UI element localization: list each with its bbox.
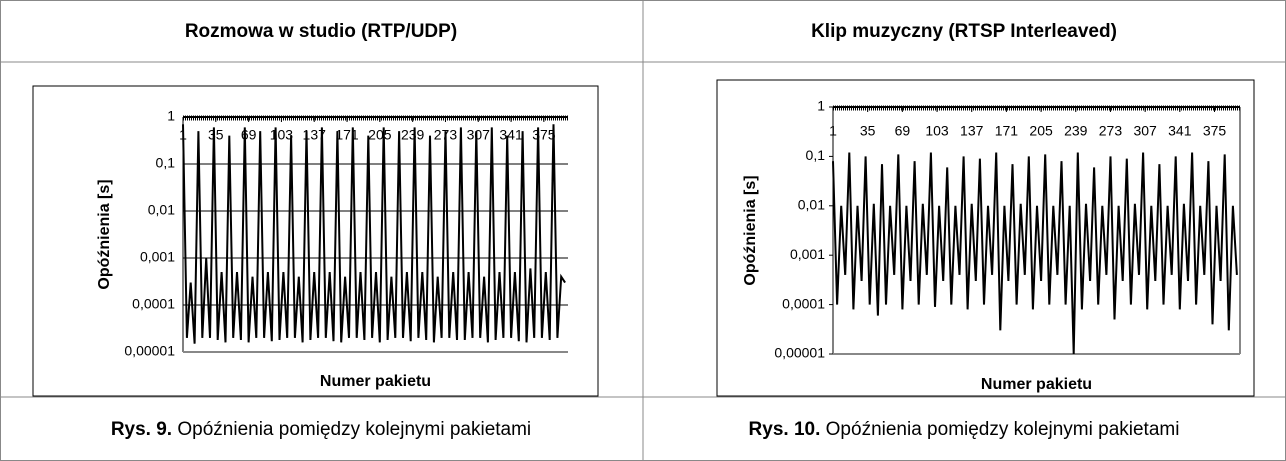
data-line xyxy=(182,124,566,344)
y-tick-label: 0,1 xyxy=(156,155,176,171)
column-header: Klip muzyczny (RTSP Interleaved) xyxy=(811,21,1117,42)
x-tick-label: 205 xyxy=(1029,123,1053,139)
caption: Rys. 10. Opóźnienia pomiędzy kolejnymi p… xyxy=(749,419,1180,440)
x-tick-label: 341 xyxy=(1168,123,1192,139)
y-tick-label: 0,0001 xyxy=(132,296,175,312)
caption-label: Rys. 10. xyxy=(749,419,821,440)
x-tick-label: 171 xyxy=(335,127,359,143)
x-tick-label: 205 xyxy=(368,127,392,143)
x-tick-label: 1 xyxy=(829,123,837,139)
y-axis-label: Opóźnienia [s] xyxy=(96,179,113,289)
y-tick-label: 1 xyxy=(817,98,825,114)
x-axis-label: Numer pakietu xyxy=(981,376,1092,393)
y-tick-label: 0,001 xyxy=(140,249,175,265)
x-tick-label: 137 xyxy=(960,123,984,139)
x-tick-label: 171 xyxy=(995,123,1019,139)
x-tick-label: 239 xyxy=(1064,123,1088,139)
x-tick-label: 375 xyxy=(532,127,556,143)
y-axis-label: Opóźnienia [s] xyxy=(742,175,759,285)
x-tick-label: 69 xyxy=(895,123,911,139)
x-tick-label: 273 xyxy=(434,127,458,143)
chart-frame xyxy=(716,79,1255,397)
x-tick-label: 103 xyxy=(925,123,949,139)
x-tick-label: 375 xyxy=(1203,123,1227,139)
column-header: Rozmowa w studio (RTP/UDP) xyxy=(185,21,457,42)
caption: Rys. 9. Opóźnienia pomiędzy kolejnymi pa… xyxy=(111,419,531,440)
x-tick-label: 137 xyxy=(303,127,327,143)
caption-text: Opóźnienia pomiędzy kolejnymi pakietami xyxy=(177,419,531,440)
data-line xyxy=(832,152,1238,355)
y-tick-label: 0,00001 xyxy=(124,343,175,359)
x-tick-label: 35 xyxy=(860,123,876,139)
chart-frame xyxy=(32,85,599,397)
y-tick-label: 0,0001 xyxy=(782,295,825,311)
caption-text: Opóźnienia pomiędzy kolejnymi pakietami xyxy=(826,419,1180,440)
x-tick-label: 273 xyxy=(1099,123,1123,139)
x-tick-label: 1 xyxy=(179,127,187,143)
x-axis-label: Numer pakietu xyxy=(320,373,431,390)
y-tick-label: 0,001 xyxy=(790,246,825,262)
x-tick-label: 69 xyxy=(241,127,257,143)
y-tick-label: 1 xyxy=(167,108,175,124)
y-tick-label: 0,00001 xyxy=(774,345,825,361)
x-tick-label: 103 xyxy=(270,127,294,143)
x-tick-label: 35 xyxy=(208,127,224,143)
caption-label: Rys. 9. xyxy=(111,419,172,440)
y-tick-label: 0,01 xyxy=(148,202,175,218)
y-tick-label: 0,1 xyxy=(806,147,826,163)
x-tick-label: 307 xyxy=(1133,123,1157,139)
x-tick-label: 307 xyxy=(467,127,491,143)
x-tick-label: 341 xyxy=(499,127,523,143)
y-tick-label: 0,01 xyxy=(798,197,825,213)
x-tick-label: 239 xyxy=(401,127,425,143)
